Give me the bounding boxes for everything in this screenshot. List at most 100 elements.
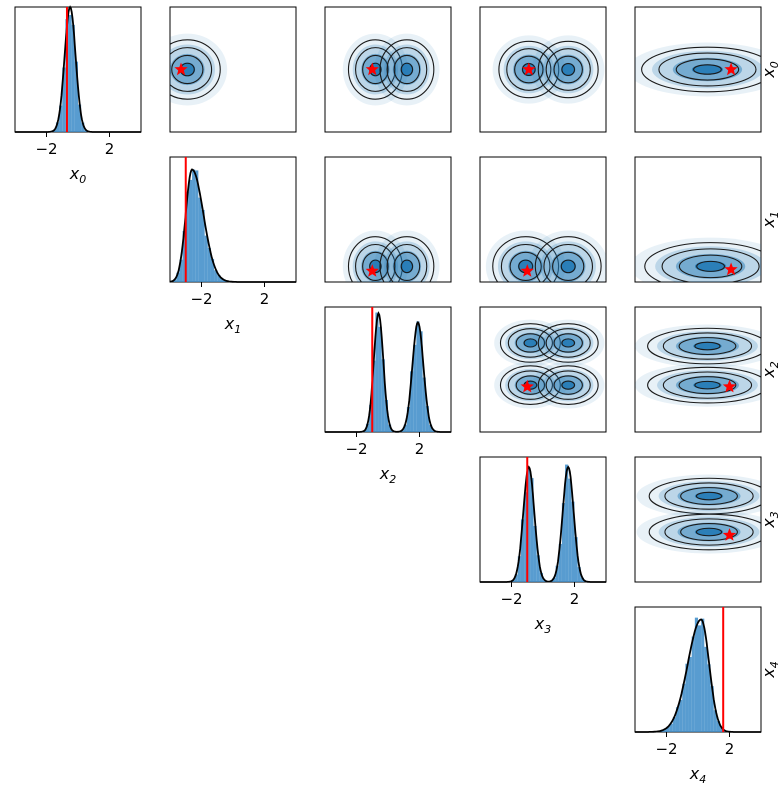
- density-contour: [561, 63, 576, 76]
- x-tick-label: 2: [415, 440, 425, 458]
- density-contour: [514, 55, 544, 84]
- density-contour: [509, 251, 542, 281]
- hist-bar: [375, 312, 379, 432]
- marginal-panel-2: −2 2x2: [324, 306, 452, 486]
- hist-bar: [201, 209, 205, 282]
- truth-star-marker: [724, 262, 738, 276]
- density-contour: [695, 527, 723, 537]
- hist-bar: [669, 723, 673, 732]
- density-contour: [545, 328, 591, 358]
- hist-bar: [419, 331, 423, 432]
- hist-bar: [698, 625, 702, 732]
- density-contour: [362, 251, 389, 281]
- hist-bar: [663, 729, 667, 732]
- y-axis-label-subscript: 2: [768, 361, 780, 368]
- density-contour: [678, 337, 737, 356]
- hist-bar: [716, 721, 721, 732]
- hist-bar: [539, 572, 543, 582]
- hist-bar: [369, 404, 373, 432]
- x-axis-label-subscript: 3: [544, 623, 551, 636]
- x-tick-label: −2: [35, 140, 57, 158]
- density-contour: [400, 259, 414, 274]
- pair-panel-0-4: [634, 6, 762, 133]
- density-contour: [641, 46, 761, 93]
- kde-curve: [15, 5, 141, 133]
- density-contour: [170, 39, 221, 100]
- density-contour: [647, 327, 761, 365]
- x-axis-label: x2: [379, 464, 396, 486]
- density-contour: [537, 40, 599, 99]
- truth-star-marker: [365, 264, 379, 277]
- density-contour: [499, 323, 561, 363]
- hist-bar: [388, 424, 392, 432]
- density-contour: [386, 47, 428, 92]
- density-contour: [534, 236, 602, 282]
- hist-bar: [520, 519, 525, 582]
- hist-bar: [416, 321, 420, 432]
- density-contour: [492, 236, 560, 282]
- density-contour: [552, 251, 585, 281]
- x-axis-label: x3: [534, 614, 551, 636]
- hist-bar: [565, 464, 569, 582]
- y-axis-label: x4: [759, 661, 780, 678]
- y-axis-label-subscript: 4: [768, 661, 780, 668]
- density-contour: [658, 52, 757, 87]
- hist-bar: [527, 468, 531, 582]
- density-layer: [635, 237, 761, 282]
- density-fill: [694, 527, 724, 537]
- hist-bar: [552, 577, 556, 582]
- pair-panel-0-1: [169, 6, 297, 133]
- hist-bar: [533, 525, 537, 582]
- hist-bar: [198, 197, 202, 282]
- hist-bar: [210, 258, 215, 282]
- density-fill: [693, 380, 722, 390]
- marginal-panel-4: −2 2 x4: [634, 606, 762, 786]
- x-axis-label: x4: [689, 764, 706, 786]
- density-contour: [694, 341, 721, 351]
- density-fill: [561, 62, 576, 77]
- truth-star-marker: [520, 379, 534, 393]
- hist-bar: [682, 683, 686, 732]
- density-contour: [553, 333, 583, 353]
- density-fill: [400, 259, 414, 274]
- density-contour: [170, 47, 213, 92]
- density-contour: [171, 54, 204, 85]
- density-fill: [693, 341, 722, 351]
- density-contour: [515, 333, 546, 353]
- y-axis-label-subscript: 1: [768, 211, 780, 218]
- hist-bar: [710, 686, 714, 732]
- density-fill: [400, 62, 414, 77]
- hist-bar: [707, 664, 711, 732]
- hist-bar: [691, 636, 695, 732]
- hist-bar: [561, 503, 566, 582]
- density-contour: [543, 243, 593, 282]
- x-tick-label: −2: [190, 290, 212, 308]
- hist-bar: [55, 122, 60, 132]
- x-axis-label-subscript: 4: [699, 773, 706, 786]
- hist-bar: [701, 618, 705, 732]
- hist-bar: [536, 555, 540, 582]
- kde-curve: [480, 465, 606, 583]
- density-fill: [694, 491, 724, 501]
- density-layer: [342, 230, 440, 282]
- density-fill: [691, 64, 724, 75]
- density-contour: [561, 338, 576, 348]
- hist-bar: [713, 710, 717, 732]
- hist-bar: [517, 556, 521, 582]
- x-axis-label-subscript: 2: [389, 473, 396, 486]
- density-contour: [400, 62, 414, 77]
- x-tick-label: 2: [105, 140, 115, 158]
- hist-bar: [81, 122, 85, 132]
- density-contour: [537, 365, 599, 405]
- x-tick-label: −2: [655, 740, 677, 758]
- density-fill: [695, 260, 727, 272]
- density-contour: [355, 47, 396, 92]
- hist-bar: [372, 360, 376, 432]
- density-contour: [693, 64, 722, 75]
- hist-bar: [558, 543, 562, 582]
- hist-bar: [422, 377, 426, 432]
- hist-bar: [185, 191, 189, 282]
- hist-bar: [62, 67, 66, 132]
- hist-bar: [720, 727, 724, 732]
